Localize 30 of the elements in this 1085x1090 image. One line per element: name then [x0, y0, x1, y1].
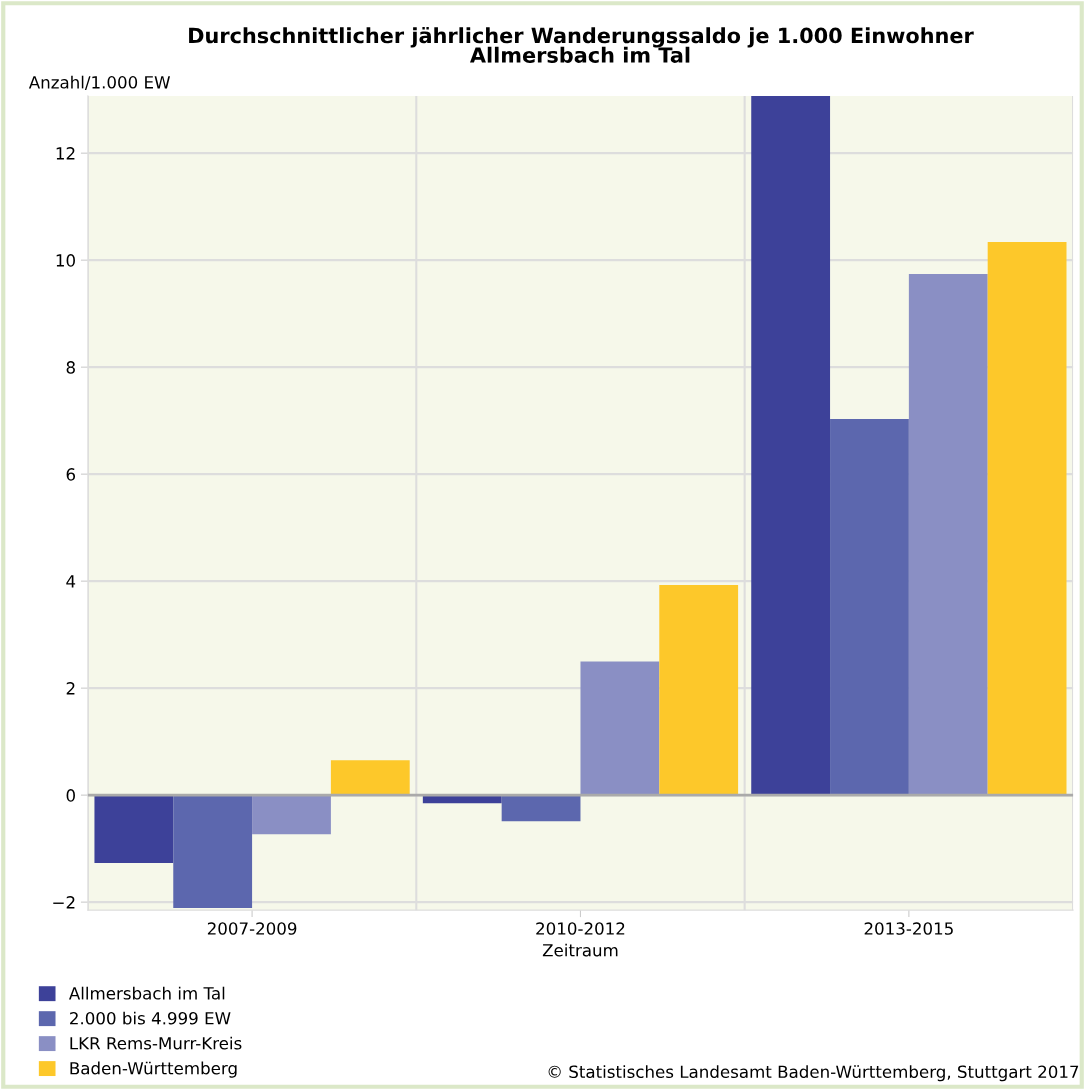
x-tick-label: 2007-2009: [207, 922, 297, 935]
bar: [987, 241, 1067, 796]
bar: [659, 584, 739, 796]
bar: [908, 274, 988, 796]
y-tick-label: 0: [66, 789, 75, 802]
y-axis-title: Anzahl/1.000 EW: [28, 75, 170, 90]
y-tick-label: 4: [66, 575, 76, 588]
bar: [330, 760, 410, 796]
legend-label: Baden-Württemberg: [70, 1061, 237, 1078]
y-tick-label: 10: [56, 254, 75, 267]
y-tick-label: 8: [66, 361, 75, 374]
legend-label: Allmersbach im Tal: [68, 986, 225, 1000]
bar: [580, 661, 660, 796]
x-tick-label: 2010-2012: [536, 922, 625, 935]
y-tick-label: −2: [53, 896, 75, 909]
y-tick-label: 12: [56, 147, 75, 160]
bar: [751, 95, 831, 796]
bar: [501, 795, 581, 822]
chart-title: Durchschnittlicher jährlicher Wanderungssaldo je 1.000 Einwohner Allmersbach im Tal: [189, 26, 974, 63]
bar: [94, 795, 174, 864]
y-tick-label: 6: [66, 468, 76, 481]
bar: [173, 795, 253, 909]
text: © Statistisches Landesamt Baden-Württemberg, Stuttgart 2017: [548, 1065, 1079, 1082]
legend-label: LKR Rems-Murr-Kreis: [70, 1036, 242, 1050]
bar: [252, 795, 331, 835]
legend-label: 2.000 bis 4.999 EW: [70, 1011, 231, 1025]
bar: [830, 419, 909, 796]
y-tick-label: 2: [66, 682, 75, 695]
x-axis-title: Zeitraum: [542, 943, 618, 957]
x-tick-label: 2013-2015: [864, 922, 953, 935]
